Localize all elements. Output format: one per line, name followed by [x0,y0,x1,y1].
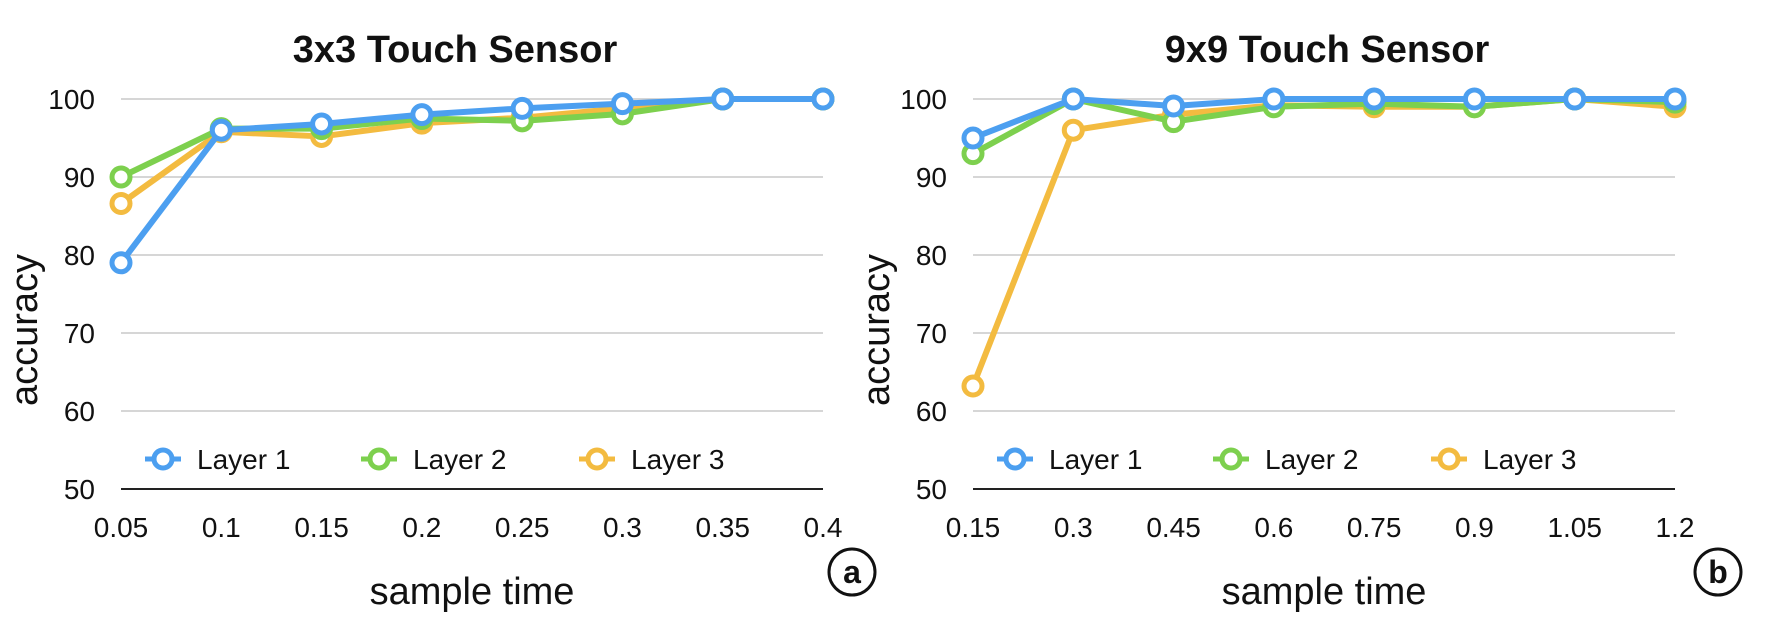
x-tick-label: 0.35 [695,512,750,543]
x-tick-label: 1.2 [1656,512,1695,543]
x-tick-label: 1.05 [1547,512,1602,543]
y-tick-label: 100 [900,84,947,115]
data-point [610,92,634,116]
x-tick-label: 0.75 [1347,512,1402,543]
series-line [118,96,826,207]
y-tick-label: 90 [64,162,95,193]
data-point [1061,87,1085,111]
x-tick-label: 0.45 [1146,512,1201,543]
chart-title: 9x9 Touch Sensor [1165,29,1490,71]
data-point [1362,87,1386,111]
data-point [811,87,835,111]
legend-label: Layer 2 [413,444,506,475]
x-tick-label: 0.1 [202,512,241,543]
data-point [1663,87,1687,111]
x-tick-label: 0.4 [804,512,843,543]
x-tick-label: 0.2 [402,512,441,543]
data-point [961,374,985,398]
series-line [970,96,1678,141]
data-point [109,165,133,189]
panel-letter-badge: a [827,547,877,597]
data-point [310,112,334,136]
x-axis-label: sample time [1222,571,1427,613]
y-tick-label: 60 [64,396,95,427]
data-point [410,103,434,127]
data-point [109,251,133,275]
y-axis-label: accuracy [856,254,898,406]
y-tick-label: 70 [916,318,947,349]
legend-marker [1003,447,1027,471]
chart-panel-1: 3x3 Touch Sensor 50 60 70 80 90 100 0.05 0.1 0.15… [4,29,877,613]
series-1 [109,87,835,275]
x-tick-label: 0.6 [1254,512,1293,543]
legend-item: Layer 3 [579,444,724,475]
data-point [209,118,233,142]
data-point [1262,87,1286,111]
panel-letter-badge: b [1693,547,1743,597]
legend-item: Layer 1 [997,444,1142,475]
y-tick-label: 70 [64,318,95,349]
x-tick-label: 0.9 [1455,512,1494,543]
legend-item: Layer 3 [1431,444,1576,475]
legend-label: Layer 3 [631,444,724,475]
y-tick-label: 80 [64,240,95,271]
x-tick-label: 0.3 [1054,512,1093,543]
legend-item: Layer 2 [1213,444,1358,475]
y-tick-label: 50 [64,474,95,505]
y-tick-label: 60 [916,396,947,427]
x-tick-label: 0.25 [495,512,550,543]
chart-panel-2: 9x9 Touch Sensor 50 60 70 80 90 100 0.15 0.3 0.45… [856,29,1743,613]
y-tick-label: 80 [916,240,947,271]
legend-marker [585,447,609,471]
data-point [961,126,985,150]
y-tick-label: 100 [48,84,95,115]
legend-marker [1219,447,1243,471]
series-1 [961,87,1687,150]
legend-item: Layer 1 [145,444,290,475]
panel-letter: a [843,554,861,590]
data-point [1162,94,1186,118]
data-point [1462,87,1486,111]
legend-marker [151,447,175,471]
data-point [510,96,534,120]
legend-label: Layer 2 [1265,444,1358,475]
y-axis-label: accuracy [4,254,46,406]
series-line [118,96,826,266]
data-point [1563,87,1587,111]
panel-letter-circle [1693,547,1743,597]
legend-item: Layer 2 [361,444,506,475]
x-axis-label: sample time [370,571,575,613]
data-point [711,87,735,111]
x-tick-label: 0.05 [94,512,149,543]
legend-marker [367,447,391,471]
y-tick-label: 50 [916,474,947,505]
legend-label: Layer 3 [1483,444,1576,475]
legend-marker [1437,447,1461,471]
panel-letter-circle [827,547,877,597]
x-tick-label: 0.15 [294,512,349,543]
legend-label: Layer 1 [1049,444,1142,475]
x-tick-label: 0.15 [946,512,1001,543]
y-tick-label: 90 [916,162,947,193]
x-tick-label: 0.3 [603,512,642,543]
series-line [970,96,1678,390]
panel-letter: b [1708,554,1728,590]
data-point [1061,118,1085,142]
chart-title: 3x3 Touch Sensor [293,29,618,71]
series-3 [961,87,1687,398]
data-point [109,192,133,216]
legend-label: Layer 1 [197,444,290,475]
